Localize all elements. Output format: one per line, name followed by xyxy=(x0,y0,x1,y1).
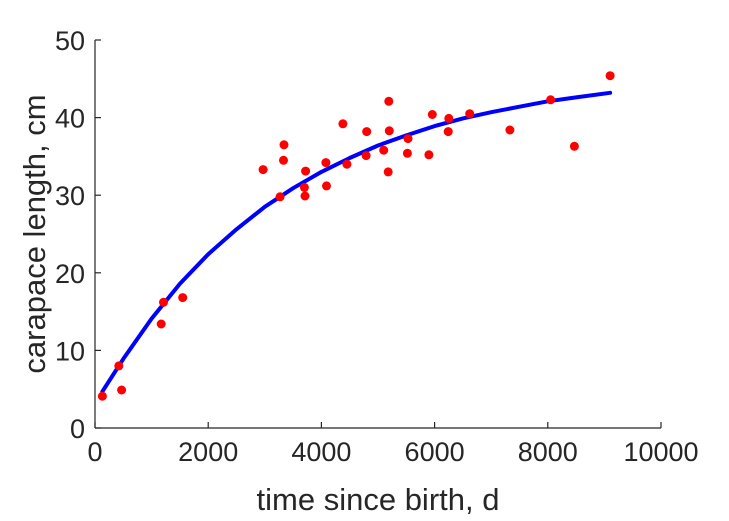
data-point xyxy=(402,148,412,158)
data-point xyxy=(444,113,454,123)
y-tick-label: 40 xyxy=(55,104,85,134)
x-tick-label: 4000 xyxy=(291,437,351,467)
data-point xyxy=(505,125,515,135)
fit-curve-layer xyxy=(100,90,613,394)
data-point xyxy=(383,167,393,177)
data-point xyxy=(301,166,311,176)
data-point xyxy=(258,165,268,175)
data-point xyxy=(114,361,124,371)
data-point xyxy=(299,182,309,192)
data-point xyxy=(338,119,348,129)
data-point xyxy=(117,385,127,395)
x-tick-label: 10000 xyxy=(623,437,698,467)
x-tick-label: 2000 xyxy=(178,437,238,467)
data-point xyxy=(384,126,394,136)
data-point xyxy=(156,319,166,329)
data-point xyxy=(97,391,107,401)
y-tick-label: 30 xyxy=(55,181,85,211)
data-point xyxy=(279,155,288,165)
data-point xyxy=(427,110,437,119)
x-tick-label: 0 xyxy=(87,437,102,467)
x-tick-label: 8000 xyxy=(518,437,578,467)
data-point xyxy=(322,181,331,191)
data-point xyxy=(379,145,389,155)
data-point xyxy=(361,151,371,161)
data-point xyxy=(178,293,188,303)
data-point xyxy=(546,95,556,105)
y-axis-label: carapace length, cm xyxy=(17,94,52,373)
data-point xyxy=(159,297,168,307)
axes: 0 2000 4000 6000 8000 10000 0 10 20 30 40 50 xyxy=(55,26,699,467)
points-layer xyxy=(97,71,615,401)
data-point xyxy=(465,109,475,119)
data-point xyxy=(300,191,310,201)
data-point xyxy=(443,127,453,137)
data-point xyxy=(342,159,352,169)
data-point xyxy=(275,192,285,202)
data-point xyxy=(403,134,413,144)
y-tick-label: 10 xyxy=(55,336,85,366)
data-point xyxy=(321,158,331,168)
x-tick-label: 6000 xyxy=(405,437,465,467)
x-ticks: 0 2000 4000 6000 8000 10000 xyxy=(87,422,699,467)
fit-curve xyxy=(100,90,613,394)
y-tick-label: 20 xyxy=(55,259,85,289)
data-point xyxy=(569,141,579,151)
y-ticks: 0 10 20 30 40 50 xyxy=(55,26,101,444)
data-point xyxy=(384,96,394,106)
data-point xyxy=(362,127,372,137)
y-tick-label: 50 xyxy=(55,26,85,56)
data-point xyxy=(279,140,289,150)
data-point xyxy=(424,150,434,160)
x-axis-label: time since birth, d xyxy=(257,482,500,517)
data-point xyxy=(605,71,615,81)
y-tick-label: 0 xyxy=(70,414,85,444)
